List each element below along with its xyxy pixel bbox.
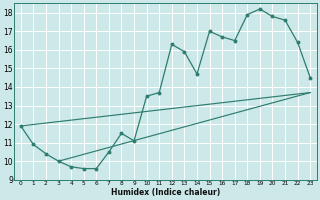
X-axis label: Humidex (Indice chaleur): Humidex (Indice chaleur) [111,188,220,197]
